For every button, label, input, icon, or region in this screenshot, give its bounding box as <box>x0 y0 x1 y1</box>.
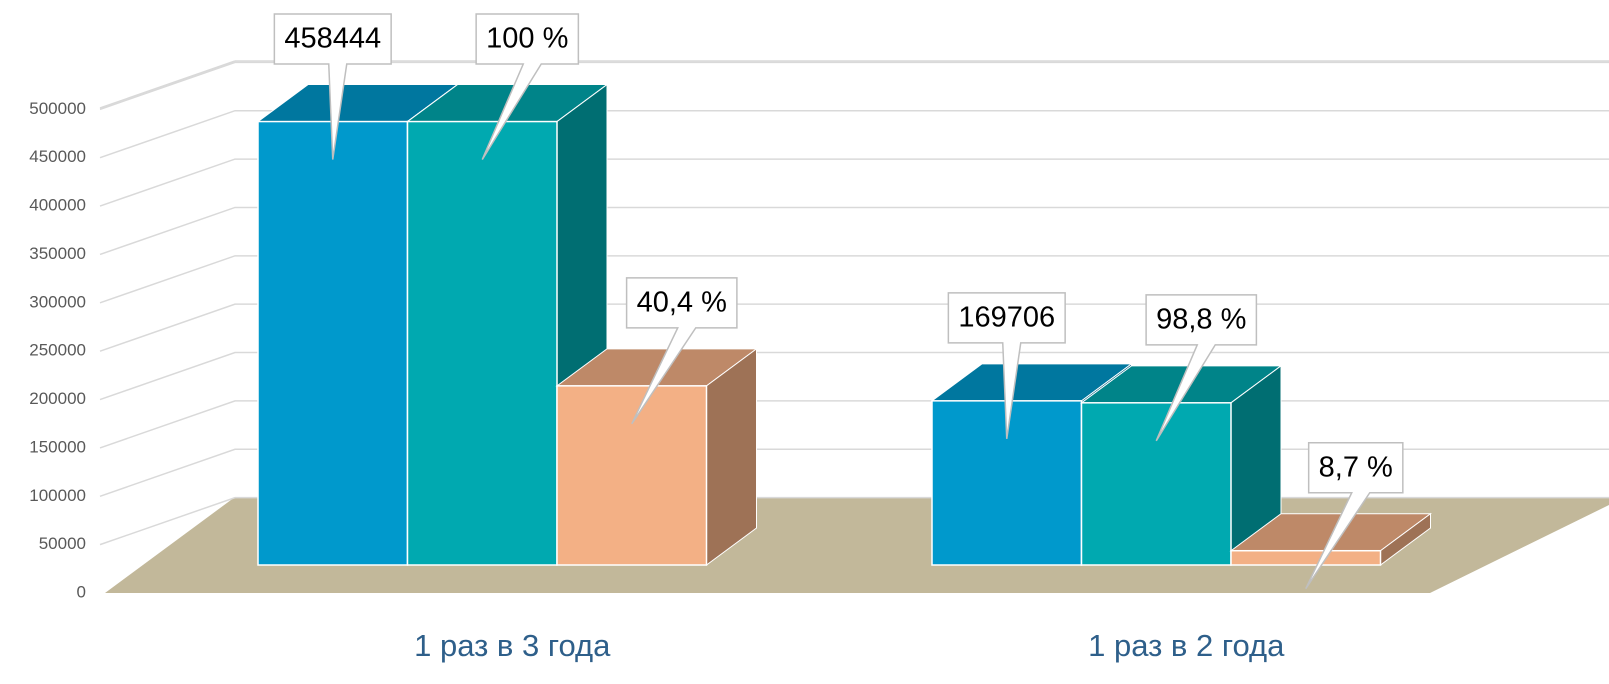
bar-front <box>556 385 708 566</box>
y-tick-label: 0 <box>77 582 86 601</box>
y-tick-label: 400000 <box>29 196 86 215</box>
bar <box>1229 512 1433 566</box>
bar <box>555 347 759 566</box>
callout <box>625 277 738 425</box>
y-tick-label: 300000 <box>29 292 86 311</box>
grid-line <box>99 109 1609 159</box>
grid-line <box>99 158 1609 207</box>
y-tick-label: 50000 <box>39 534 86 553</box>
callout <box>475 13 580 160</box>
bar-front <box>1230 549 1382 566</box>
data-label-text: 169706 <box>958 302 1055 334</box>
callout <box>1145 294 1258 442</box>
data-label: 98,8 % <box>1145 294 1258 442</box>
bar-front <box>406 120 558 566</box>
data-label: 458444 <box>273 13 392 160</box>
y-tick-label: 200000 <box>29 389 86 408</box>
grid-line <box>99 61 1609 111</box>
grid-line <box>99 255 1609 304</box>
grid-line <box>99 351 1609 401</box>
y-tick-label: 250000 <box>29 341 86 360</box>
wall-top <box>99 60 236 109</box>
data-label: 8,7 % <box>1305 441 1404 590</box>
data-label: 40,4 % <box>625 277 738 425</box>
bar-front <box>1080 402 1232 566</box>
grid-line <box>99 206 1609 256</box>
callout <box>947 292 1066 439</box>
x-tick-label: 1 раз в 3 года <box>414 628 611 663</box>
x-tick-label: 1 раз в 2 года <box>1088 628 1285 663</box>
data-label-text: 98,8 % <box>1156 303 1246 335</box>
data-label-text: 458444 <box>284 23 381 55</box>
data-label-text: 40,4 % <box>637 287 727 319</box>
callout <box>1305 441 1404 590</box>
data-label-text: 8,7 % <box>1319 451 1393 483</box>
y-tick-label: 150000 <box>29 437 86 456</box>
callout <box>273 13 392 160</box>
bar <box>1079 364 1283 566</box>
bar-front <box>257 120 409 566</box>
y-tick-label: 500000 <box>29 99 86 118</box>
y-tick-label: 350000 <box>29 244 86 263</box>
data-label: 169706 <box>947 292 1066 439</box>
data-label: 100 % <box>475 13 580 160</box>
y-tick-label: 100000 <box>29 486 86 505</box>
data-label-text: 100 % <box>486 23 568 55</box>
bar-side <box>706 347 757 566</box>
y-tick-label: 450000 <box>29 147 86 166</box>
